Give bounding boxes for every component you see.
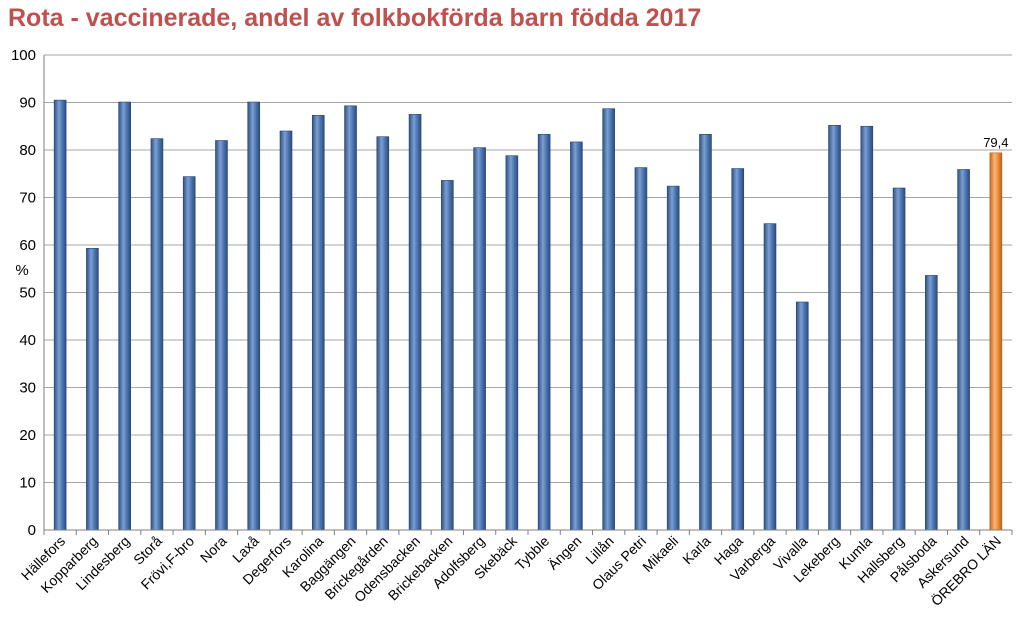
bar: [828, 125, 841, 531]
bar: [957, 169, 970, 531]
bar: [602, 108, 615, 531]
bar: [118, 101, 131, 531]
x-category-label: Mikaeli: [639, 533, 681, 575]
bar-highlight: [989, 152, 1003, 531]
bar: [376, 136, 390, 531]
bar: [441, 180, 454, 531]
bar: [311, 115, 325, 531]
y-tick-label: 40: [19, 332, 36, 349]
bar: [570, 141, 583, 531]
y-tick-label: 80: [19, 142, 36, 159]
bar: [892, 187, 906, 531]
bar: [182, 176, 196, 531]
y-axis-label: %: [15, 262, 28, 279]
y-tick-label: 60: [19, 237, 36, 254]
bar: [150, 138, 164, 531]
x-category-label: Karla: [679, 533, 714, 568]
y-tick-label: 0: [28, 522, 36, 539]
bar: [537, 134, 551, 531]
y-tick-label: 30: [19, 380, 36, 397]
bar: [795, 301, 809, 531]
x-category-label: Nora: [197, 533, 230, 566]
y-tick-label: 20: [19, 427, 36, 444]
bar: [279, 130, 293, 531]
y-tick-label: 90: [19, 95, 36, 112]
bar: [699, 134, 712, 531]
bar: [215, 140, 228, 531]
y-tick-label: 100: [11, 47, 36, 64]
data-label: 79,4: [983, 135, 1008, 150]
bar: [731, 168, 745, 531]
bar: [925, 275, 938, 531]
bar: [473, 147, 486, 531]
y-tick-label: 10: [19, 475, 36, 492]
x-category-label: Ängen: [545, 533, 585, 573]
x-category-label: Tybble: [512, 533, 553, 574]
bar: [408, 114, 422, 531]
bar: [505, 155, 519, 531]
bars: 79,4: [53, 99, 1009, 531]
bar: [860, 125, 874, 531]
chart-title: Rota - vaccinerade, andel av folkbokförd…: [8, 4, 702, 32]
bar: [247, 101, 261, 531]
bar: [666, 185, 680, 531]
bar: [344, 105, 357, 531]
bar: [634, 167, 648, 531]
y-tick-label: 50: [19, 285, 36, 302]
bar: [53, 99, 67, 531]
gridlines: [44, 54, 1012, 483]
bar: [763, 223, 777, 531]
bar: [86, 248, 99, 531]
y-tick-label: 70: [19, 190, 36, 207]
